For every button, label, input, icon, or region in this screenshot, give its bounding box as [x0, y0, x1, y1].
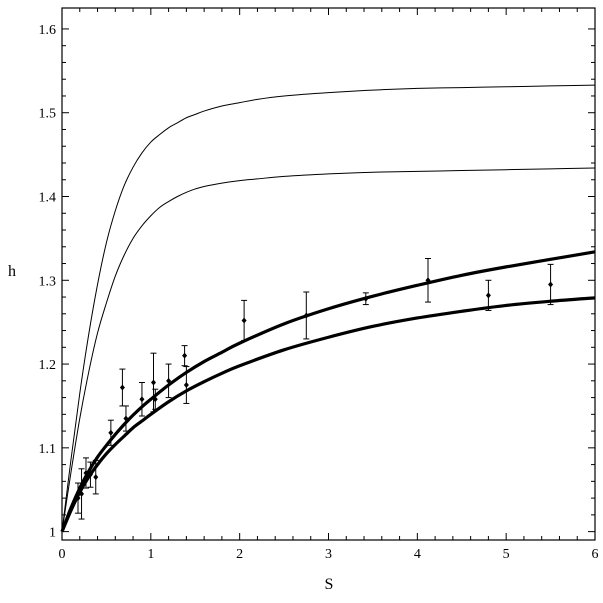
point-marker — [152, 396, 158, 403]
series-line-3 — [60, 250, 596, 533]
data-point — [150, 352, 157, 413]
point-marker — [75, 495, 81, 502]
point-marker — [87, 471, 93, 478]
data-point — [122, 405, 129, 432]
data-points-layer — [74, 258, 554, 520]
data-point — [183, 366, 190, 404]
x-tick-label: 6 — [592, 547, 599, 562]
point-marker — [183, 382, 189, 389]
y-tick-label: 1.4 — [39, 191, 57, 206]
x-tick-label: 2 — [236, 547, 243, 562]
data-point — [92, 459, 99, 495]
point-marker — [79, 490, 85, 497]
y-axis-label: h — [8, 263, 16, 280]
data-point — [138, 381, 145, 417]
series-line-2 — [61, 167, 596, 532]
point-marker — [548, 281, 554, 288]
y-tick-label: 1.2 — [39, 358, 57, 373]
x-tick-label: 4 — [414, 547, 421, 562]
y-tick-label: 1.6 — [39, 23, 57, 38]
point-marker — [363, 295, 369, 302]
x-tick-label: 1 — [147, 547, 154, 562]
data-point — [82, 457, 89, 489]
x-axis-label: S — [325, 576, 334, 593]
data-point — [107, 419, 114, 446]
data-point — [78, 468, 85, 520]
data-point — [362, 292, 369, 306]
data-point — [74, 482, 81, 514]
point-marker — [119, 384, 125, 391]
data-point — [485, 279, 492, 311]
data-point — [165, 363, 172, 399]
axes: 0 1 2 3 4 5 611.11.21.31.41.51.6 — [39, 8, 599, 562]
y-tick-label: 1.5 — [39, 107, 57, 122]
x-tick-label: 5 — [503, 547, 510, 562]
point-marker — [123, 415, 129, 422]
point-marker — [485, 292, 491, 299]
data-point — [241, 299, 248, 342]
x-tick-label: 0 — [59, 547, 66, 562]
point-marker — [241, 317, 247, 324]
series-line-1 — [61, 84, 596, 532]
point-marker — [166, 377, 172, 384]
point-marker — [150, 379, 156, 386]
point-marker — [139, 396, 145, 403]
data-point — [152, 388, 159, 410]
point-marker — [303, 312, 309, 319]
data-point — [547, 263, 554, 306]
data-point — [87, 461, 94, 488]
data-point — [181, 345, 188, 367]
point-marker — [108, 429, 114, 436]
data-point — [119, 368, 126, 407]
point-marker — [182, 352, 188, 359]
y-tick-label: 1 — [49, 526, 56, 541]
x-tick-label: 3 — [325, 547, 332, 562]
data-point — [424, 258, 431, 303]
point-marker — [93, 474, 99, 481]
data-point — [303, 291, 310, 340]
point-marker — [425, 277, 431, 284]
series-layer — [60, 84, 596, 533]
point-marker — [83, 469, 89, 476]
series-line-4 — [60, 296, 596, 533]
plot-frame — [61, 7, 596, 541]
y-tick-label: 1.3 — [39, 274, 57, 289]
y-tick-label: 1.1 — [39, 442, 57, 457]
